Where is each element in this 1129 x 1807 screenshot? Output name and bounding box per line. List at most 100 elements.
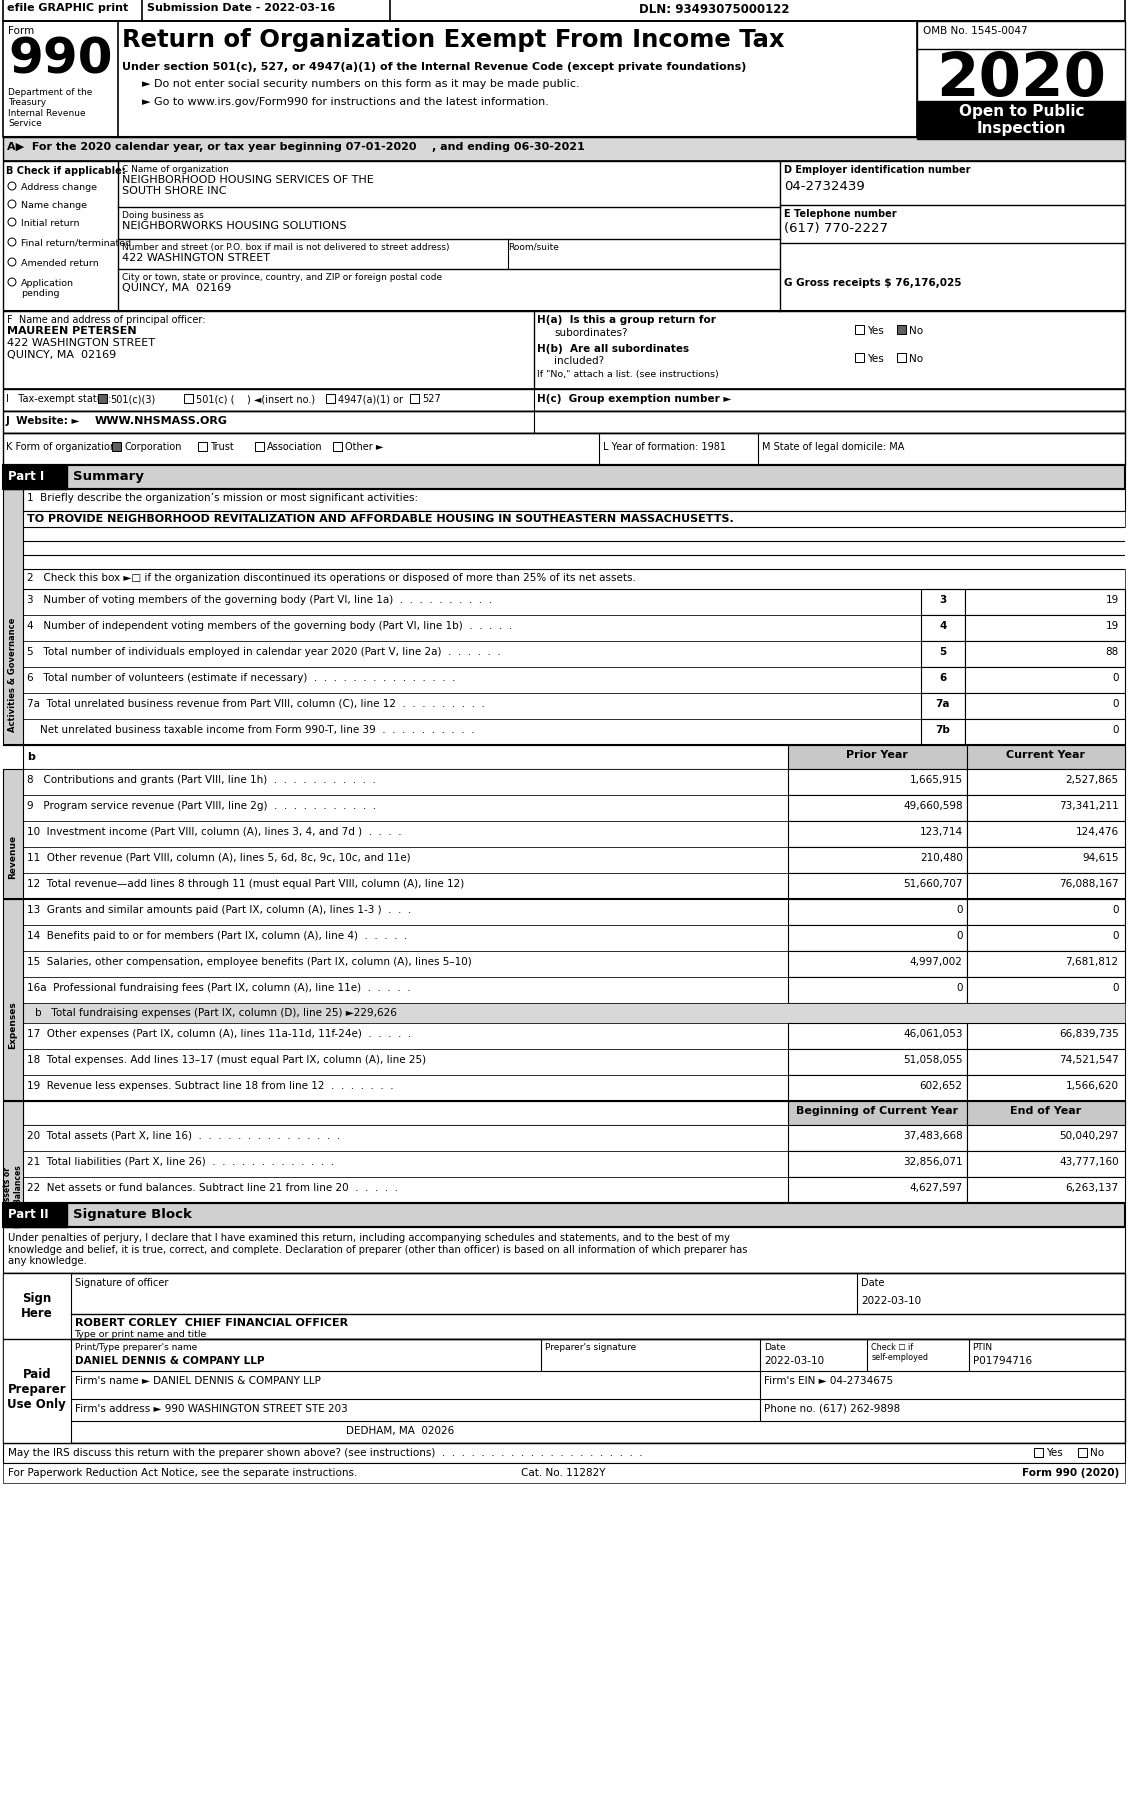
Bar — [23, 847, 788, 873]
Text: 7b: 7b — [935, 725, 951, 735]
Text: 0: 0 — [956, 931, 963, 940]
Text: 2,527,865: 2,527,865 — [1066, 775, 1119, 784]
Bar — [184, 394, 193, 403]
Bar — [23, 770, 788, 795]
Bar — [3, 390, 1124, 412]
Text: Cat. No. 11282Y: Cat. No. 11282Y — [522, 1467, 605, 1476]
Bar — [788, 822, 966, 847]
Bar — [23, 1050, 788, 1075]
Text: 123,714: 123,714 — [919, 826, 963, 837]
Bar — [3, 137, 1124, 163]
Bar — [23, 1023, 788, 1050]
Bar — [3, 1102, 23, 1203]
Bar — [198, 443, 207, 452]
Text: 17  Other expenses (Part IX, column (A), lines 11a-11d, 11f-24e)  .  .  .  .  .: 17 Other expenses (Part IX, column (A), … — [27, 1028, 411, 1039]
Text: City or town, state or province, country, and ZIP or foreign postal code: City or town, state or province, country… — [122, 273, 443, 282]
Text: 50,040,297: 50,040,297 — [1059, 1131, 1119, 1140]
Bar — [3, 1339, 1124, 1444]
Text: H(a)  Is this a group return for: H(a) Is this a group return for — [537, 314, 717, 325]
Bar — [921, 641, 964, 667]
Text: 76,088,167: 76,088,167 — [1059, 878, 1119, 889]
Bar — [964, 719, 1124, 746]
Text: Check ☐ if
self-employed: Check ☐ if self-employed — [872, 1343, 928, 1362]
Bar — [23, 667, 921, 694]
Text: 0: 0 — [956, 905, 963, 914]
Bar — [333, 443, 342, 452]
Bar — [23, 1075, 788, 1102]
Bar — [788, 1151, 966, 1178]
Text: 422 WASHINGTON STREET: 422 WASHINGTON STREET — [7, 338, 155, 347]
Bar — [23, 1126, 788, 1151]
Bar — [966, 1126, 1124, 1151]
Text: 12  Total revenue—add lines 8 through 11 (must equal Part VIII, column (A), line: 12 Total revenue—add lines 8 through 11 … — [27, 878, 464, 889]
Bar — [3, 1203, 1124, 1227]
Text: 19  Revenue less expenses. Subtract line 18 from line 12  .  .  .  .  .  .  .: 19 Revenue less expenses. Subtract line … — [27, 1081, 394, 1090]
Text: TO PROVIDE NEIGHBORHOOD REVITALIZATION AND AFFORDABLE HOUSING IN SOUTHEASTERN MA: TO PROVIDE NEIGHBORHOOD REVITALIZATION A… — [27, 513, 734, 524]
Bar — [788, 925, 966, 952]
Text: Other ►: Other ► — [344, 441, 383, 452]
Text: C Name of organization: C Name of organization — [122, 164, 229, 173]
Text: No: No — [909, 325, 924, 336]
Text: 94,615: 94,615 — [1082, 853, 1119, 862]
Text: WWW.NHSMASS.ORG: WWW.NHSMASS.ORG — [95, 416, 227, 426]
Text: Corporation: Corporation — [124, 441, 182, 452]
Bar — [964, 694, 1124, 719]
Bar — [966, 822, 1124, 847]
Text: Return of Organization Exempt From Income Tax: Return of Organization Exempt From Incom… — [122, 27, 785, 52]
Bar — [788, 795, 966, 822]
Bar — [1078, 1447, 1087, 1456]
Text: 46,061,053: 46,061,053 — [903, 1028, 963, 1039]
Text: Print/Type preparer's name: Print/Type preparer's name — [75, 1343, 196, 1352]
Text: Firm's name ► DANIEL DENNIS & COMPANY LLP: Firm's name ► DANIEL DENNIS & COMPANY LL… — [75, 1375, 321, 1386]
Bar — [3, 1339, 71, 1444]
Text: 5   Total number of individuals employed in calendar year 2020 (Part V, line 2a): 5 Total number of individuals employed i… — [27, 647, 500, 656]
Bar — [23, 795, 788, 822]
Bar — [788, 1102, 966, 1126]
Text: SOUTH SHORE INC: SOUTH SHORE INC — [122, 186, 227, 195]
Bar — [3, 490, 23, 746]
Text: Activities & Governance: Activities & Governance — [8, 618, 17, 732]
Bar — [3, 466, 1124, 490]
Text: 4947(a)(1) or: 4947(a)(1) or — [338, 394, 403, 403]
Text: A▶  For the 2020 calendar year, or tax year beginning 07-01-2020    , and ending: A▶ For the 2020 calendar year, or tax ye… — [7, 143, 585, 152]
Bar — [3, 1274, 71, 1339]
Text: ROBERT CORLEY  CHIEF FINANCIAL OFFICER: ROBERT CORLEY CHIEF FINANCIAL OFFICER — [75, 1317, 348, 1328]
Bar — [23, 1102, 1124, 1126]
Bar — [3, 1274, 1124, 1339]
Text: 74,521,547: 74,521,547 — [1059, 1055, 1119, 1064]
Bar — [255, 443, 264, 452]
Text: DLN: 93493075000122: DLN: 93493075000122 — [639, 4, 789, 16]
Text: Revenue: Revenue — [8, 835, 17, 878]
Bar — [3, 0, 1124, 22]
Bar — [788, 746, 966, 770]
Bar — [112, 443, 121, 452]
Bar — [898, 325, 907, 334]
Text: 13  Grants and similar amounts paid (Part IX, column (A), lines 1-3 )  .  .  .: 13 Grants and similar amounts paid (Part… — [27, 905, 411, 914]
Bar — [3, 466, 67, 490]
Text: 0: 0 — [1112, 699, 1119, 708]
Bar — [856, 325, 865, 334]
Text: DEDHAM, MA  02026: DEDHAM, MA 02026 — [347, 1426, 455, 1435]
Bar — [3, 434, 1124, 466]
Text: 2022-03-10: 2022-03-10 — [764, 1355, 824, 1366]
Text: Name change: Name change — [21, 201, 87, 210]
Bar — [788, 847, 966, 873]
Text: Preparer's signature: Preparer's signature — [545, 1343, 637, 1352]
Text: 3   Number of voting members of the governing body (Part VI, line 1a)  .  .  .  : 3 Number of voting members of the govern… — [27, 595, 492, 605]
Bar — [3, 163, 1124, 313]
Text: 602,652: 602,652 — [920, 1081, 963, 1090]
Bar — [410, 394, 419, 403]
Text: ► Go to www.irs.gov/Form990 for instructions and the latest information.: ► Go to www.irs.gov/Form990 for instruct… — [142, 98, 549, 107]
Text: Current Year: Current Year — [1006, 750, 1085, 759]
Text: 2   Check this box ►□ if the organization discontinued its operations or dispose: 2 Check this box ►□ if the organization … — [27, 573, 636, 582]
Text: Application
pending: Application pending — [21, 278, 73, 298]
Text: 51,058,055: 51,058,055 — [903, 1055, 963, 1064]
Bar — [23, 900, 788, 925]
Bar — [856, 354, 865, 363]
Bar — [23, 719, 921, 746]
Text: Net unrelated business taxable income from Form 990-T, line 39  .  .  .  .  .  .: Net unrelated business taxable income fr… — [27, 725, 474, 735]
Text: Beginning of Current Year: Beginning of Current Year — [796, 1106, 959, 1115]
Text: included?: included? — [554, 356, 604, 365]
Text: Under penalties of perjury, I declare that I have examined this return, includin: Under penalties of perjury, I declare th… — [8, 1232, 747, 1265]
Text: Phone no. (617) 262-9898: Phone no. (617) 262-9898 — [764, 1404, 900, 1413]
